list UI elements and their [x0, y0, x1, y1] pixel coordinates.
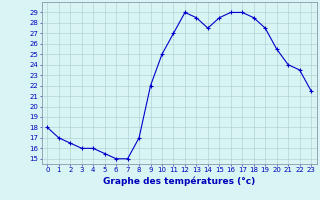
X-axis label: Graphe des températures (°c): Graphe des températures (°c)	[103, 176, 255, 186]
